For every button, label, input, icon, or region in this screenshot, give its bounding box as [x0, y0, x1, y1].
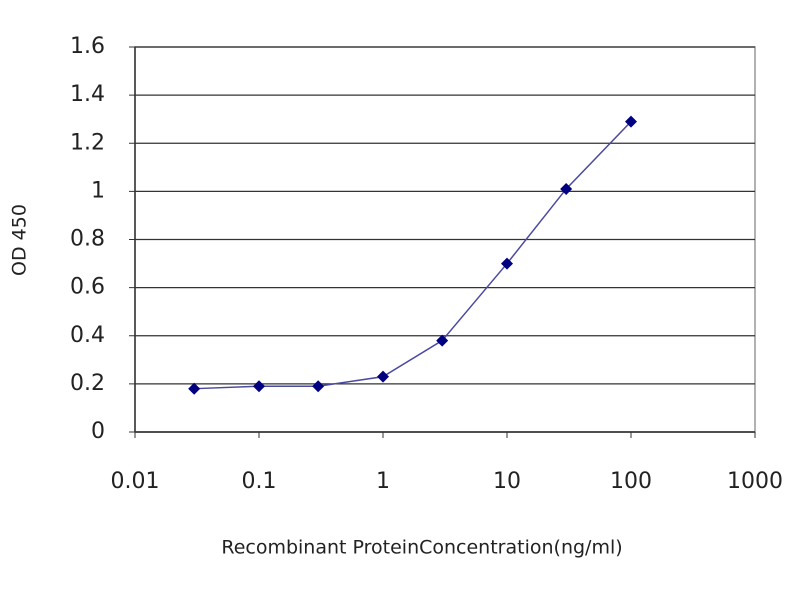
x-tick-label: 1000: [727, 469, 783, 494]
data-point: [253, 380, 265, 393]
x-tick-label: 1: [376, 469, 390, 494]
data-point: [625, 115, 637, 128]
x-tick-label: 0.01: [111, 469, 160, 494]
data-point: [560, 182, 573, 195]
data-point: [312, 380, 325, 393]
y-axis-title: OD 450: [9, 204, 31, 276]
data-point: [436, 334, 449, 347]
y-tick-label: 1.6: [70, 34, 105, 59]
x-tick-label: 0.1: [242, 469, 277, 494]
x-tick-label: 100: [610, 469, 652, 494]
x-tick-label: 10: [493, 469, 521, 494]
y-tick-label: 0.8: [70, 227, 105, 252]
y-tick-label: 0.2: [70, 371, 105, 396]
y-tick-label: 1.2: [70, 130, 105, 155]
y-tick-label: 0: [91, 419, 105, 444]
data-point: [501, 257, 513, 270]
y-tick-label: 0.4: [70, 323, 105, 348]
y-tick-label: 1: [91, 178, 105, 203]
y-tick-label: 1.4: [70, 82, 105, 107]
y-tick-label: 0.6: [70, 275, 105, 300]
data-point: [377, 370, 389, 383]
data-point: [188, 382, 201, 395]
x-axis-title: Recombinant ProteinConcentration(ng/ml): [221, 537, 622, 559]
data-line: [194, 121, 632, 390]
